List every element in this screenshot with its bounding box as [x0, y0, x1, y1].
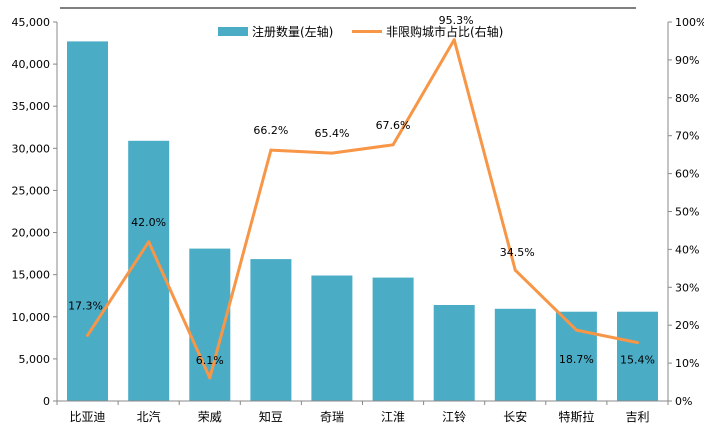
- category-label: 北汽: [137, 409, 161, 424]
- left-tick-label: 40,000: [12, 58, 51, 71]
- category-label: 比亚迪: [70, 410, 106, 424]
- category-label: 江铃: [442, 409, 466, 424]
- line-series: [86, 38, 639, 380]
- bar-9: [617, 311, 658, 401]
- category-label: 吉利: [625, 410, 649, 424]
- right-tick-label: 0%: [675, 395, 692, 408]
- line-point-4: [330, 151, 334, 155]
- left-tick-label: 15,000: [12, 269, 51, 282]
- data-label-9: 15.4%: [620, 354, 655, 367]
- bar-8: [555, 311, 597, 401]
- data-label-3: 66.2%: [253, 124, 288, 137]
- left-tick-label: 20,000: [12, 227, 51, 240]
- left-axis: 0 5,000 10,000 15,000 20,000 25,000 30,000 35,0…: [12, 16, 58, 408]
- line-point-7: [513, 268, 517, 272]
- category-label: 荣威: [198, 410, 222, 424]
- data-label-7: 34.5%: [500, 246, 535, 259]
- data-label-5: 67.6%: [376, 119, 411, 132]
- bar-0: [67, 41, 108, 402]
- line-point-9: [636, 341, 639, 345]
- right-tick-label: 90%: [675, 54, 699, 67]
- category-label: 知豆: [259, 410, 283, 424]
- line-point-2: [208, 376, 212, 380]
- legend-swatch-bar: [218, 27, 248, 36]
- right-tick-label: 60%: [675, 168, 699, 181]
- left-tick-label: 10,000: [12, 311, 51, 324]
- line-point-3: [269, 148, 273, 152]
- ratio-line: [86, 38, 638, 380]
- right-tick-label: 80%: [675, 92, 699, 105]
- category-label: 奇瑞: [320, 410, 344, 424]
- bar-6: [433, 305, 475, 401]
- category-label: 江淮: [381, 410, 405, 424]
- right-tick-label: 50%: [675, 206, 699, 219]
- right-axis: 0% 10% 20% 30% 40% 50% 60% 70% 80% 90% 100%: [667, 16, 704, 408]
- legend: 注册数量(左轴) 非限购城市占比(右轴): [218, 24, 503, 39]
- data-label-2: 6.1%: [196, 354, 224, 367]
- left-tick-label: 35,000: [12, 100, 51, 113]
- right-tick-label: 20%: [675, 319, 699, 332]
- category-label: 特斯拉: [558, 409, 594, 424]
- line-point-1: [147, 240, 151, 244]
- data-label-6: 95.3%: [439, 14, 474, 27]
- left-tick-label: 0: [43, 395, 50, 408]
- legend-label-line: 非限购城市占比(右轴): [386, 24, 503, 39]
- legend-label-bar: 注册数量(左轴): [252, 24, 333, 39]
- data-label-4: 65.4%: [314, 127, 349, 140]
- left-tick-label: 30,000: [12, 142, 51, 155]
- data-label-1: 42.0%: [131, 216, 166, 229]
- line-point-5: [391, 143, 395, 147]
- right-tick-label: 70%: [675, 130, 699, 143]
- data-label-0: 17.3%: [68, 299, 103, 312]
- bar-7: [494, 308, 536, 401]
- bar-series: [67, 41, 658, 402]
- bar-5: [372, 277, 414, 401]
- line-point-0: [86, 333, 89, 337]
- right-tick-label: 40%: [675, 243, 699, 256]
- right-tick-label: 10%: [675, 357, 699, 370]
- right-tick-label: 30%: [675, 281, 699, 294]
- category-label: 长安: [503, 409, 527, 424]
- data-labels: 17.3% 42.0% 6.1% 66.2% 65.4% 67.6% 95.3% 34.5% 1…: [68, 14, 655, 367]
- left-tick-label: 45,000: [12, 16, 51, 29]
- line-point-8: [574, 328, 578, 332]
- bar-3: [250, 259, 292, 401]
- x-axis: 比亚迪 北汽 荣威 知豆 奇瑞 江淮 江铃 长安 特斯拉 吉利: [56, 400, 669, 424]
- right-tick-label: 100%: [675, 16, 704, 29]
- left-tick-label: 25,000: [12, 184, 51, 197]
- line-point-6: [452, 38, 456, 42]
- bar-4: [311, 275, 353, 401]
- data-label-8: 18.7%: [559, 353, 594, 366]
- left-tick-label: 5,000: [19, 353, 51, 366]
